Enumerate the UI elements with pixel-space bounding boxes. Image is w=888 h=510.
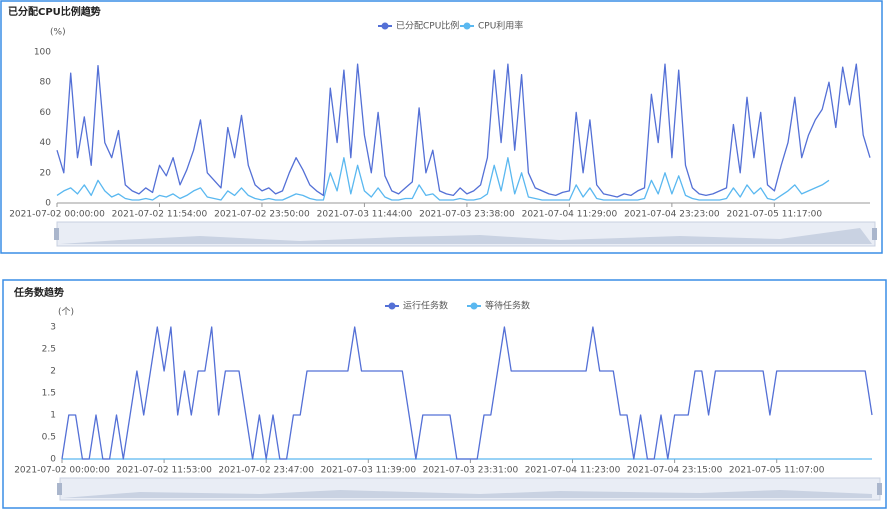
y-tick-label: 80: [40, 78, 52, 88]
y-tick-label: 40: [40, 138, 52, 148]
y-axis-unit: (个): [58, 307, 74, 318]
x-tick-label: 2021-07-03 23:31:00: [423, 466, 519, 476]
chart-title: 已分配CPU比例趋势: [8, 5, 101, 18]
legend-symbol: [463, 22, 471, 30]
legend-symbol: [470, 302, 478, 310]
x-tick-label: 2021-07-03 11:44:00: [317, 210, 413, 220]
legend-symbol: [381, 22, 389, 30]
x-tick-label: 2021-07-03 23:38:00: [419, 210, 515, 220]
x-tick-label: 2021-07-02 11:53:00: [116, 466, 212, 476]
y-tick-label: 1: [50, 411, 56, 421]
x-tick-label: 2021-07-02 23:50:00: [214, 210, 310, 220]
chart-title: 任务数趋势: [13, 286, 64, 299]
info-icon[interactable]: [84, 7, 94, 17]
y-tick-label: 0.5: [42, 433, 56, 443]
zoom-slider[interactable]: [54, 221, 877, 247]
x-tick-label: 2021-07-04 11:23:00: [525, 466, 621, 476]
y-tick-label: 0: [45, 199, 51, 209]
y-tick-label: 100: [34, 48, 51, 58]
panel: [0, 0, 883, 254]
y-axis-unit: (%): [50, 28, 66, 38]
x-tick-label: 2021-07-02 11:54:00: [112, 210, 208, 220]
zoom-slider[interactable]: [57, 477, 882, 501]
y-tick-label: 2: [50, 367, 56, 377]
x-tick-label: 2021-07-02 00:00:00: [9, 210, 105, 220]
y-tick-label: 2.5: [42, 345, 56, 355]
x-tick-label: 2021-07-04 23:15:00: [627, 466, 723, 476]
y-tick-label: 0: [50, 455, 56, 465]
x-tick-label: 2021-07-02 23:47:00: [218, 466, 314, 476]
y-tick-label: 1.5: [42, 389, 56, 399]
x-tick-label: 2021-07-04 23:23:00: [624, 210, 720, 220]
legend-label[interactable]: CPU利用率: [478, 20, 523, 32]
legend-label[interactable]: 运行任务数: [403, 300, 448, 312]
y-tick-label: 3: [50, 323, 56, 333]
y-tick-label: 60: [40, 108, 52, 118]
panel: [2, 279, 887, 509]
x-tick-label: 2021-07-05 11:17:00: [727, 210, 823, 220]
legend-label[interactable]: 等待任务数: [485, 300, 530, 312]
series-line: [56, 63, 871, 198]
series-line: [61, 326, 873, 460]
x-tick-label: 2021-07-04 11:29:00: [522, 210, 618, 220]
legend-symbol: [388, 302, 396, 310]
legend-label[interactable]: 已分配CPU比例: [396, 20, 459, 32]
x-tick-label: 2021-07-05 11:07:00: [729, 466, 825, 476]
y-tick-label: 20: [40, 168, 52, 178]
x-tick-label: 2021-07-03 11:39:00: [321, 466, 417, 476]
x-tick-label: 2021-07-02 00:00:00: [14, 466, 110, 476]
